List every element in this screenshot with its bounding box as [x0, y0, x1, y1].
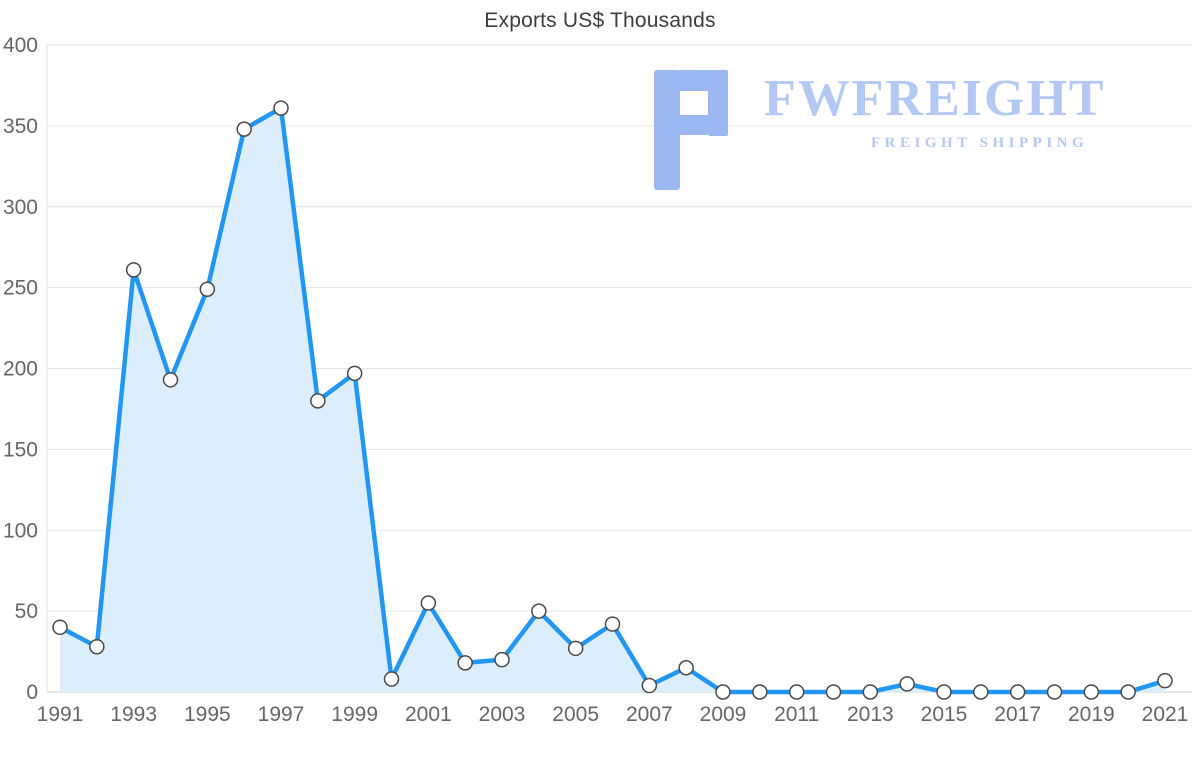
chart-title: Exports US$ Thousands [484, 9, 716, 32]
x-tick-label: 2019 [1068, 703, 1115, 726]
y-tick-label: 100 [3, 519, 38, 542]
data-point-marker [162, 372, 179, 388]
x-tick-label: 2001 [405, 703, 452, 726]
data-point-marker [1157, 672, 1173, 689]
x-tick-label: 1995 [184, 703, 231, 726]
x-tick-label: 2017 [994, 703, 1041, 726]
data-point-marker [567, 640, 584, 657]
data-point-marker [457, 655, 473, 671]
x-tick-label: 1997 [258, 703, 305, 726]
data-point-marker [936, 684, 952, 700]
data-point-marker [1046, 684, 1063, 700]
watermark-tagline-text: FREIGHT SHIPPING [871, 134, 1089, 151]
y-tick-label: 300 [3, 196, 38, 219]
data-point-marker [273, 100, 289, 116]
data-point-marker [199, 281, 216, 297]
data-point-marker [788, 684, 805, 700]
data-point-marker [494, 651, 510, 668]
data-point-marker [1009, 684, 1026, 700]
data-point-marker [715, 684, 731, 700]
data-point-marker [236, 121, 252, 137]
watermark-brand-text: FWFREIGHT [764, 70, 1106, 127]
data-point-marker [1083, 684, 1100, 700]
data-point-marker [752, 684, 768, 700]
data-point-marker [825, 684, 842, 700]
area-fill [60, 108, 1165, 692]
data-point-marker [346, 365, 363, 382]
y-tick-label: 0 [26, 681, 38, 704]
x-tick-label: 2015 [921, 703, 968, 726]
data-point-marker [862, 684, 879, 700]
data-point-marker [899, 676, 915, 692]
y-tick-label: 400 [3, 34, 38, 57]
y-tick-label: 200 [3, 358, 38, 381]
data-point-marker [89, 638, 105, 655]
x-tick-label: 2011 [774, 703, 819, 726]
data-point-marker [420, 595, 437, 611]
x-tick-label: 1991 [37, 703, 84, 726]
x-tick-label: 1999 [331, 703, 378, 726]
x-tick-label: 1993 [110, 703, 157, 726]
data-point-marker [125, 262, 142, 278]
data-point-marker [383, 671, 400, 687]
y-tick-label: 50 [15, 600, 38, 623]
data-point-marker [678, 659, 694, 676]
x-tick-label: 2009 [700, 703, 747, 726]
x-tick-label: 2013 [847, 703, 894, 726]
y-tick-label: 150 [3, 438, 38, 461]
data-point-marker [310, 393, 326, 409]
x-tick-label: 2003 [479, 703, 526, 726]
data-point-marker [641, 677, 658, 694]
y-tick-label: 350 [3, 115, 38, 138]
x-tick-label: 2007 [626, 703, 673, 726]
x-tick-label: 2021 [1142, 703, 1189, 726]
data-point-marker [52, 619, 68, 636]
x-tick-label: 2005 [552, 703, 599, 726]
fwfreight-logo-icon [654, 70, 728, 190]
data-point-marker [531, 603, 547, 619]
data-point-marker [973, 684, 989, 700]
watermark-text-block: FWFREIGHT FREIGHT SHIPPING [764, 66, 1106, 152]
data-point-marker [604, 616, 621, 632]
watermark: FWFREIGHT FREIGHT SHIPPING [648, 66, 1106, 190]
y-tick-label: 250 [3, 277, 38, 300]
data-point-marker [1120, 684, 1136, 700]
